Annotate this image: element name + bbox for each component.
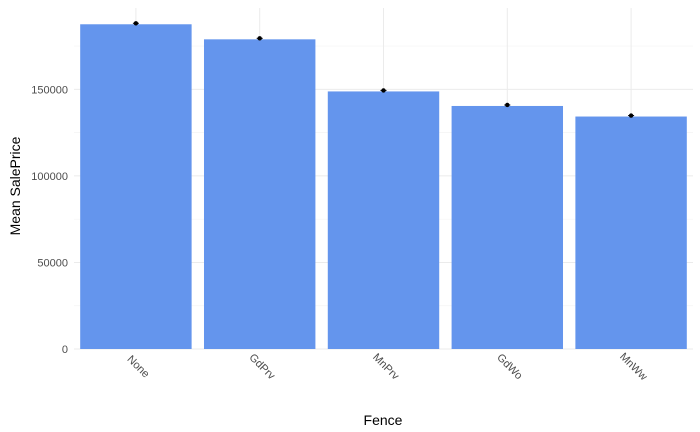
- x-tick-label: MnWw: [617, 351, 649, 383]
- error-markers: [132, 21, 635, 118]
- x-tick-label: GdPrv: [247, 352, 278, 383]
- bar-gdprv: [203, 39, 316, 350]
- mean-point: [505, 102, 510, 108]
- bar-mnprv: [327, 91, 440, 349]
- mean-point: [628, 113, 634, 118]
- x-tick-label: GdWo: [494, 352, 524, 382]
- y-tick-label: 50000: [37, 257, 68, 269]
- bar-gdwo: [451, 105, 564, 349]
- y-tick-label: 100000: [31, 171, 68, 183]
- bar-mnww: [575, 116, 687, 350]
- x-axis-ticks: None GdPrv MnPrv GdWo MnWw: [124, 351, 649, 383]
- bars: [80, 24, 687, 350]
- mean-point: [381, 88, 386, 93]
- bar-none: [80, 24, 192, 350]
- y-tick-label: 0: [62, 344, 68, 356]
- mean-point: [257, 36, 262, 41]
- x-tick-label: None: [124, 353, 151, 380]
- mean-point: [133, 21, 139, 26]
- x-tick-label: MnPrv: [370, 351, 401, 382]
- x-axis-title: Fence: [364, 412, 403, 428]
- y-axis-title: Mean SalePrice: [7, 136, 23, 235]
- y-axis-ticks: 0 50000 100000 150000: [31, 84, 68, 356]
- y-tick-label: 150000: [31, 84, 68, 96]
